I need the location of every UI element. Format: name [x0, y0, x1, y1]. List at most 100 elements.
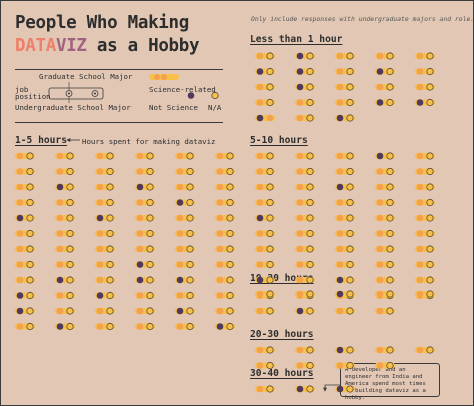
- undergrad-dot: [296, 276, 304, 284]
- person-glyph: [295, 52, 315, 60]
- graduate-dot: [266, 307, 274, 315]
- undergrad-dot: [336, 168, 344, 175]
- title-line-2: DATAVIZ as a Hobby: [15, 36, 200, 56]
- person-glyph: [255, 385, 275, 393]
- graduate-dot: [266, 114, 274, 122]
- person-glyph: [295, 114, 315, 122]
- person-glyph: [335, 198, 355, 207]
- person-glyph: [255, 167, 275, 176]
- person-glyph: [55, 152, 75, 160]
- undergrad-dot: [96, 323, 104, 330]
- graduate-dot: [146, 152, 154, 160]
- graduate-dot: [386, 152, 394, 160]
- person-glyph: [55, 276, 75, 284]
- person-glyph: [175, 198, 195, 207]
- undergrad-dot: [336, 214, 344, 222]
- person-glyph: [15, 245, 35, 253]
- undergrad-dot: [416, 83, 424, 91]
- undergrad-dot: [56, 292, 64, 299]
- undergrad-dot: [256, 99, 264, 106]
- graduate-dot: [146, 291, 154, 300]
- undergrad-dot: [56, 183, 64, 191]
- undergrad-dot: [376, 276, 384, 284]
- undergrad-dot: [96, 214, 104, 222]
- graduate-dot: [346, 114, 354, 122]
- graduate-dot: [226, 322, 234, 331]
- person-glyph: [415, 198, 435, 207]
- graduate-dot: [426, 98, 434, 107]
- graduate-dot: [386, 245, 394, 253]
- title-rest: as a Hobby: [86, 36, 200, 56]
- graduate-dot: [346, 214, 354, 222]
- legend-glyph-frame: [48, 87, 104, 100]
- graduate-dot: [66, 260, 74, 269]
- graduate-dot: [306, 214, 314, 222]
- person-glyph: [335, 152, 355, 160]
- person-glyph: [255, 152, 275, 160]
- graduate-dot: [146, 229, 154, 238]
- graduate-dot: [106, 322, 114, 331]
- undergrad-dot: [96, 199, 104, 206]
- undergrad-dot: [16, 245, 24, 253]
- person-glyph: [215, 229, 235, 238]
- graduate-dot: [26, 245, 34, 253]
- person-glyph: [415, 245, 435, 253]
- person-glyph: [295, 198, 315, 207]
- graduate-dot: [146, 167, 154, 176]
- person-glyph: [255, 52, 275, 60]
- person-glyph: [135, 198, 155, 207]
- undergrad-dot: [176, 323, 184, 330]
- person-glyph: [375, 167, 395, 176]
- hours-arrow-label: Hours spent for making dataviz: [82, 137, 216, 146]
- undergrad-dot: [216, 168, 224, 175]
- person-glyph: [15, 291, 35, 300]
- undergrad-dot: [56, 307, 64, 315]
- person-glyph: [335, 229, 355, 238]
- undergrad-dot: [256, 199, 264, 206]
- graduate-dot: [386, 214, 394, 222]
- graduate-dot: [306, 52, 314, 60]
- person-glyph: [135, 245, 155, 253]
- undergrad-dot: [216, 292, 224, 299]
- callout-arrow: [323, 384, 340, 392]
- legend-grad-center: [94, 92, 96, 95]
- legend-undergraduate-label: Undergraduate School Major: [15, 103, 131, 112]
- undergrad-dot: [336, 68, 344, 75]
- graduate-dot: [66, 276, 74, 284]
- graduate-dot: [186, 167, 194, 176]
- undergrad-dot: [416, 168, 424, 175]
- graduate-dot: [186, 291, 194, 300]
- group-header-1-5: 1-5 hours: [15, 135, 67, 146]
- undergrad-dot: [336, 230, 344, 237]
- undergrad-dot: [136, 323, 144, 330]
- undergrad-dot: [256, 52, 264, 60]
- graduate-dot: [426, 260, 434, 269]
- graduate-dot: [306, 183, 314, 191]
- person-glyph: [15, 322, 35, 331]
- legend-science-label: Science-related: [149, 85, 216, 94]
- undergrad-dot: [16, 261, 24, 268]
- person-glyph: [295, 167, 315, 176]
- person-glyph: [375, 198, 395, 207]
- undergrad-dot: [376, 362, 384, 369]
- graduate-dot: [426, 290, 434, 298]
- person-glyph: [335, 245, 355, 253]
- graduate-dot: [346, 346, 354, 354]
- person-glyph: [335, 260, 355, 269]
- person-glyph: [55, 229, 75, 238]
- undergrad-dot: [296, 245, 304, 253]
- undergrad-dot: [376, 230, 384, 237]
- graduate-dot: [306, 229, 314, 238]
- group-header-5-10: 5-10 hours: [250, 135, 308, 146]
- undergrad-dot: [336, 99, 344, 106]
- undergrad-dot: [96, 183, 104, 191]
- person-glyph: [175, 183, 195, 191]
- person-glyph: [335, 361, 355, 370]
- person-glyph: [15, 214, 35, 222]
- graduate-dot: [426, 346, 434, 354]
- person-glyph: [255, 67, 275, 76]
- undergrad-dot: [416, 261, 424, 268]
- person-glyph: [55, 307, 75, 315]
